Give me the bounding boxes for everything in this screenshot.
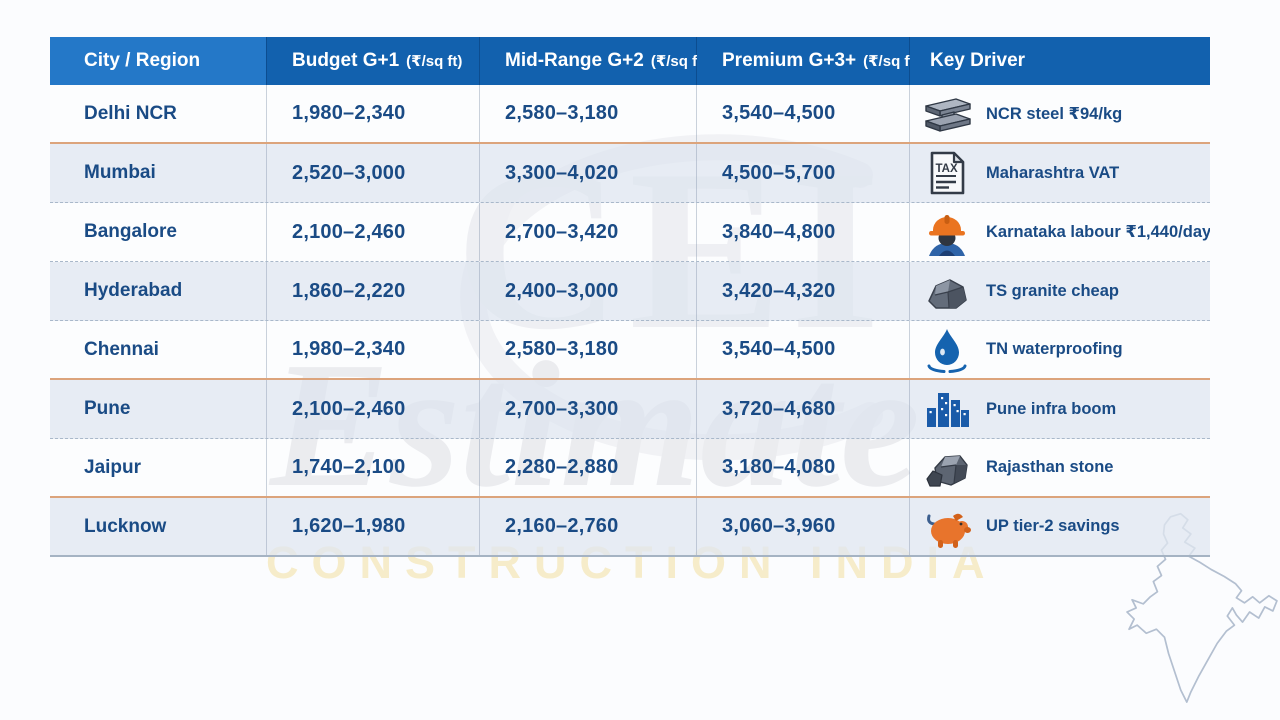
table-row: Delhi NCR 1,980–2,340 2,580–3,180 3,540–… <box>50 85 1210 144</box>
header-label: Mid-Range G+2 <box>505 50 644 71</box>
header-label: Budget G+1 <box>292 50 400 71</box>
header-key-driver: Key Driver <box>910 37 1210 85</box>
construction-worker-icon <box>918 206 976 258</box>
key-driver-label: UP tier-2 savings <box>986 517 1120 535</box>
midrange-value: 2,580–3,180 <box>480 85 697 142</box>
budget-value: 1,620–1,980 <box>267 498 480 555</box>
budget-value: 2,100–2,460 <box>267 203 480 261</box>
tax-document-icon: TAX <box>918 147 976 199</box>
budget-value: 1,980–2,340 <box>267 321 480 378</box>
svg-text:TAX: TAX <box>936 163 958 175</box>
key-driver-label: TN waterproofing <box>986 340 1123 358</box>
table-row: Bangalore 2,100–2,460 2,700–3,420 3,840–… <box>50 203 1210 262</box>
premium-value: 3,180–4,080 <box>697 439 910 496</box>
budget-value: 1,860–2,220 <box>267 262 480 320</box>
key-driver-label: Pune infra boom <box>986 399 1117 418</box>
stone-blocks-icon <box>918 442 976 494</box>
city-cell: Hyderabad <box>50 262 267 320</box>
midrange-value: 2,400–3,000 <box>480 262 697 320</box>
midrange-value: 2,280–2,880 <box>480 439 697 496</box>
header-midrange: Mid-Range G+2 (₹/sq ft) <box>480 37 707 85</box>
budget-value: 1,980–2,340 <box>267 85 480 142</box>
header-city-region: City / Region <box>50 37 267 85</box>
city-cell: Pune <box>50 380 267 438</box>
table-row: Pune 2,100–2,460 2,700–3,300 3,720–4,680 <box>50 380 1210 439</box>
city-cell: Lucknow <box>50 498 267 555</box>
header-label: Key Driver <box>930 50 1026 71</box>
key-driver-label: NCR steel ₹94/kg <box>986 104 1123 123</box>
midrange-value: 2,160–2,760 <box>480 498 697 555</box>
premium-value: 3,060–3,960 <box>697 498 910 555</box>
granite-rock-icon <box>918 265 976 317</box>
city-cell: Delhi NCR <box>50 85 267 142</box>
india-map-outline <box>1126 512 1278 703</box>
key-driver-cell: NCR steel ₹94/kg <box>910 85 1210 142</box>
header-unit: (₹/sq ft) <box>406 53 463 70</box>
midrange-value: 3,300–4,020 <box>480 144 697 202</box>
key-driver-cell: Pune infra boom <box>910 380 1210 438</box>
table-row: Jaipur 1,740–2,100 2,280–2,880 3,180–4,0… <box>50 439 1210 498</box>
header-unit: (₹/sq ft) <box>650 53 708 70</box>
key-driver-label: TS granite cheap <box>986 281 1119 300</box>
key-driver-cell: Karnataka labour ₹1,440/day <box>910 203 1210 261</box>
city-cell: Jaipur <box>50 439 267 496</box>
premium-value: 3,840–4,800 <box>697 203 910 261</box>
piggy-bank-icon <box>918 501 976 553</box>
midrange-value: 2,700–3,300 <box>480 380 697 438</box>
header-premium: Premium G+3+ (₹/sq ft) <box>697 37 919 85</box>
table-row: Hyderabad 1,860–2,220 2,400–3,000 3,420–… <box>50 262 1210 321</box>
key-driver-cell: Rajasthan stone <box>910 439 1210 496</box>
premium-value: 3,540–4,500 <box>697 85 910 142</box>
midrange-value: 2,700–3,420 <box>480 203 697 261</box>
city-cell: Chennai <box>50 321 267 378</box>
budget-value: 1,740–2,100 <box>267 439 480 496</box>
key-driver-label: Karnataka labour ₹1,440/day <box>986 223 1210 241</box>
key-driver-cell: TN waterproofing <box>910 321 1210 378</box>
key-driver-label: Rajasthan stone <box>986 458 1114 476</box>
construction-cost-table: City / Region Budget G+1 (₹/sq ft) Mid-R… <box>50 37 1210 557</box>
water-drop-icon <box>918 324 976 376</box>
premium-value: 4,500–5,700 <box>697 144 910 202</box>
midrange-value: 2,580–3,180 <box>480 321 697 378</box>
table-row: Chennai 1,980–2,340 2,580–3,180 3,540–4,… <box>50 321 1210 380</box>
budget-value: 2,100–2,460 <box>267 380 480 438</box>
steel-beam-icon <box>918 88 976 140</box>
header-label: City / Region <box>84 50 201 71</box>
premium-value: 3,720–4,680 <box>697 380 910 438</box>
city-cell: Mumbai <box>50 144 267 202</box>
key-driver-cell: TS granite cheap <box>910 262 1210 320</box>
city-cell: Bangalore <box>50 203 267 261</box>
key-driver-cell: UP tier-2 savings <box>910 498 1210 555</box>
key-driver-label: Maharashtra VAT <box>986 163 1120 182</box>
header-unit: (₹/sq ft) <box>863 53 920 70</box>
header-budget: Budget G+1 (₹/sq ft) <box>267 37 480 85</box>
table-row: Lucknow 1,620–1,980 2,160–2,760 3,060–3,… <box>50 498 1210 557</box>
city-buildings-icon <box>918 383 976 435</box>
key-driver-cell: TAX Maharashtra VAT <box>910 144 1210 202</box>
budget-value: 2,520–3,000 <box>267 144 480 202</box>
table-row: Mumbai 2,520–3,000 3,300–4,020 4,500–5,7… <box>50 144 1210 203</box>
premium-value: 3,420–4,320 <box>697 262 910 320</box>
table-header: City / Region Budget G+1 (₹/sq ft) Mid-R… <box>50 37 1210 85</box>
premium-value: 3,540–4,500 <box>697 321 910 378</box>
header-label: Premium G+3+ <box>722 50 857 71</box>
